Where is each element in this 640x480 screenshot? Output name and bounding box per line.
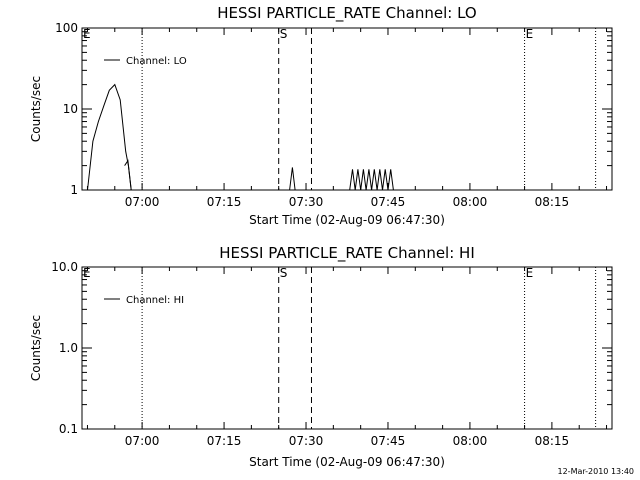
marker-label: E (526, 266, 534, 280)
x-tick-label: 07:15 (207, 195, 242, 209)
x-tick-label: 07:45 (371, 434, 406, 448)
panel-lo: HESSI PARTICLE_RATE Channel: LO 07:00 07:1… (29, 4, 613, 227)
y-axis-label: Counts/sec (29, 315, 43, 381)
marker-label: E (83, 266, 91, 280)
marker-label: S (280, 266, 288, 280)
chart-title: HESSI PARTICLE_RATE Channel: LO (217, 4, 476, 23)
y-axis-label: Counts/sec (29, 76, 43, 142)
x-tick-label: 07:15 (207, 434, 242, 448)
x-tick-label: 07:00 (125, 195, 160, 209)
y-tick-label: 1.0 (59, 341, 78, 355)
y-tick-label: 10.0 (51, 260, 78, 274)
x-tick-label: 08:15 (535, 434, 570, 448)
x-axis-label: Start Time (02-Aug-09 06:47:30) (249, 213, 445, 227)
chart-title: HESSI PARTICLE_RATE Channel: HI (219, 244, 475, 263)
y-tick-label: 1 (70, 183, 78, 197)
x-tick-label: 08:00 (453, 195, 488, 209)
marker-label: E (526, 27, 534, 41)
series-line (124, 159, 132, 191)
x-tick-label: 08:00 (453, 434, 488, 448)
x-tick-label: 07:30 (289, 195, 324, 209)
footer-timestamp: 12-Mar-2010 13:40 (558, 467, 635, 476)
marker-label: E (83, 27, 91, 41)
legend-label: Channel: LO (126, 56, 187, 67)
y-tick-label: 0.1 (59, 422, 78, 436)
panel-hi: HESSI PARTICLE_RATE Channel: HI 07:00 07:1… (29, 244, 613, 469)
plot-frame (81, 27, 613, 191)
y-tick-label: 10 (63, 102, 78, 116)
series-line (87, 83, 132, 191)
series-line (289, 167, 296, 191)
plot-frame (81, 266, 613, 430)
y-tick-label: 100 (55, 21, 78, 35)
x-tick-label: 07:00 (125, 434, 160, 448)
x-tick-label: 07:45 (371, 195, 406, 209)
marker-label: S (280, 27, 288, 41)
x-tick-label: 08:15 (535, 195, 570, 209)
x-axis-label: Start Time (02-Aug-09 06:47:30) (249, 455, 445, 469)
legend-label: Channel: HI (126, 295, 184, 306)
x-tick-label: 07:30 (289, 434, 324, 448)
series-line (349, 169, 394, 191)
